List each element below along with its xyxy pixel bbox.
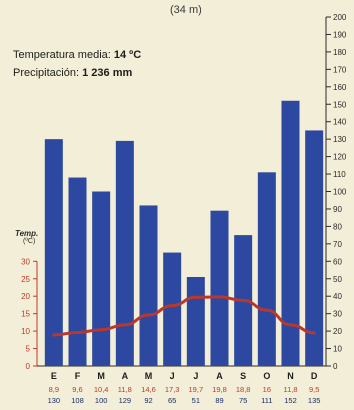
temp-value-label: 11,8 — [283, 385, 297, 394]
month-label: A — [122, 371, 129, 381]
precip-axis-tick-label: 160 — [333, 83, 347, 92]
mean-temperature: Temperatura media: 14 ºC — [13, 46, 141, 64]
temp-value-label: 9,5 — [309, 385, 319, 394]
precip-value-label: 108 — [71, 396, 84, 405]
precip-axis-tick-label: 110 — [333, 170, 346, 179]
month-label: M — [97, 371, 105, 381]
precip-axis-tick-label: 120 — [333, 153, 347, 162]
precip-axis-tick-label: 50 — [333, 275, 342, 284]
month-label: F — [75, 371, 81, 381]
temp-value-label: 18,8 — [236, 385, 251, 394]
precip-value-label: 130 — [48, 396, 61, 405]
precip-axis-tick-label: 150 — [333, 100, 347, 109]
climate-summary: Temperatura media: 14 ºC Precipitación: … — [13, 46, 141, 82]
precip-bar — [139, 205, 158, 366]
precip-value-label: 65 — [168, 396, 176, 405]
precipitation-value: 1 236 mm — [82, 67, 133, 79]
precip-bar — [68, 177, 87, 366]
temp-value-label: 14,6 — [141, 385, 156, 394]
temp-value-label: 11,8 — [118, 385, 132, 394]
precip-axis-tick-label: 20 — [333, 327, 342, 336]
temp-axis-unit: (ºC) — [23, 238, 36, 245]
precip-value-label: 152 — [284, 396, 297, 405]
precip-axis-tick-label: 0 — [333, 362, 338, 371]
precip-axis-tick-label: 30 — [333, 310, 342, 319]
precip-axis-tick-label: 180 — [333, 48, 347, 57]
precip-axis-tick-label: 170 — [333, 65, 347, 74]
temp-axis-tick-label: 0 — [26, 362, 31, 371]
precip-bar — [163, 252, 182, 366]
month-label: M — [145, 371, 153, 381]
precipitation-label: Precipitación: — [13, 67, 80, 79]
temp-value-label: 19,7 — [189, 385, 204, 394]
precip-axis-tick-label: 80 — [333, 222, 342, 231]
precip-bar — [281, 100, 300, 366]
temp-value-label: 16 — [263, 385, 271, 394]
precip-value-label: 92 — [144, 396, 152, 405]
precip-bar — [257, 172, 276, 366]
month-label: S — [240, 371, 246, 381]
temp-value-label: 9,6 — [72, 385, 82, 394]
precip-bar — [44, 139, 63, 366]
temp-axis-tick-label: 25 — [21, 275, 30, 284]
precip-bar — [305, 130, 324, 366]
temp-axis-tick-label: 15 — [21, 310, 30, 319]
precip-axis-tick-label: 140 — [333, 118, 347, 127]
precip-axis-tick-label: 190 — [333, 30, 347, 39]
mean-temperature-value: 14 ºC — [113, 49, 142, 61]
temp-axis-tick-label: 30 — [21, 257, 30, 266]
precip-value-label: 129 — [119, 396, 132, 405]
temp-axis-tick-label: 5 — [26, 345, 31, 354]
precip-bar — [115, 140, 134, 366]
precip-axis-tick-label: 130 — [333, 135, 347, 144]
precip-value-label: 100 — [95, 396, 108, 405]
month-label: J — [193, 371, 198, 381]
temp-axis-tick-label: 10 — [21, 327, 30, 336]
temp-value-label: 17,3 — [165, 385, 180, 394]
precip-value-label: 51 — [192, 396, 200, 405]
precip-bar — [210, 210, 229, 366]
temp-value-label: 10,4 — [94, 385, 109, 394]
precipitation: Precipitación: 1 236 mm — [13, 64, 141, 82]
month-label: E — [51, 371, 57, 381]
precip-axis-tick-label: 70 — [333, 240, 342, 249]
temperature-line — [52, 295, 316, 337]
mean-temperature-label: Temperatura media: — [13, 49, 111, 61]
month-label: N — [287, 371, 294, 381]
precip-axis-tick-label: 60 — [333, 257, 342, 266]
month-label: D — [311, 371, 318, 381]
precip-value-label: 111 — [261, 396, 272, 405]
precip-axis-tick-label: 200 — [333, 13, 347, 22]
precip-bar — [92, 191, 111, 366]
precip-value-label: 135 — [308, 396, 321, 405]
precip-value-label: 89 — [215, 396, 223, 405]
precip-axis-tick-label: 40 — [333, 292, 342, 301]
temp-value-label: 8,9 — [49, 385, 59, 394]
month-label: J — [170, 371, 175, 381]
temp-axis-tick-label: 20 — [21, 292, 30, 301]
altitude-label: (34 m) — [170, 4, 202, 16]
temp-value-label: 19,8 — [212, 385, 227, 394]
temp-axis-title: Temp. — [15, 229, 39, 238]
month-label: O — [263, 371, 270, 381]
month-label: A — [216, 371, 223, 381]
precip-axis-tick-label: 10 — [333, 345, 342, 354]
precip-axis-tick-label: 100 — [333, 188, 347, 197]
precip-bar — [186, 277, 205, 366]
precip-value-label: 75 — [239, 396, 247, 405]
precip-axis-tick-label: 90 — [333, 205, 342, 214]
